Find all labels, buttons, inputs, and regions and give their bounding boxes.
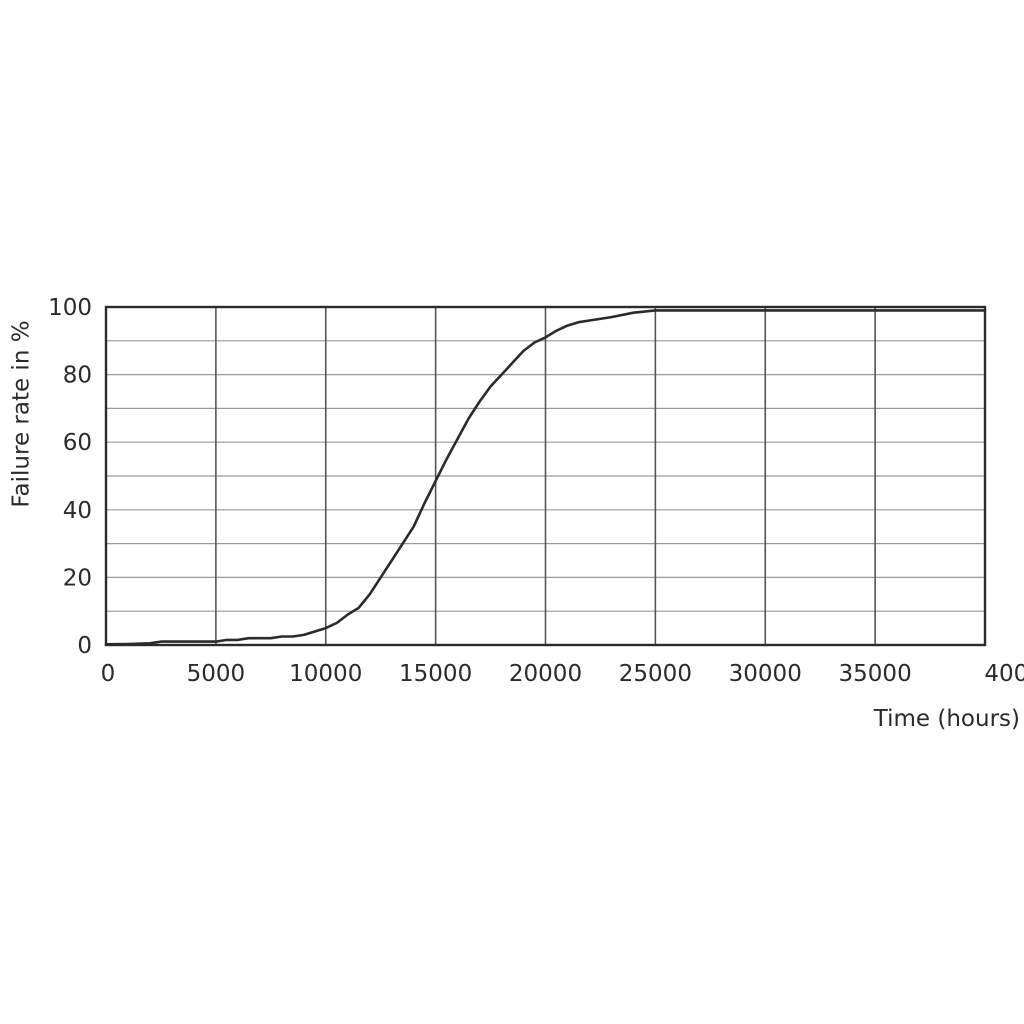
y-tick-label: 60: [63, 430, 92, 456]
y-tick-label: 20: [63, 565, 92, 591]
y-tick-label: 40: [63, 498, 92, 524]
y-tick-label: 100: [48, 295, 92, 321]
series-layer: [104, 309, 987, 646]
grid-lines: [106, 307, 985, 645]
x-tick-label: 30000: [729, 661, 802, 687]
x-tick-label: 25000: [619, 661, 692, 687]
tick-labels: 0 5000 10000 15000 20000 25000 30000 35000 40000…: [48, 295, 1024, 687]
y-tick-label: 0: [77, 633, 92, 659]
x-tick-label: 5000: [187, 661, 246, 687]
x-axis-title: Time (hours): [873, 706, 1020, 732]
x-tick-label: 40000: [984, 661, 1024, 687]
x-tick-label: 0: [101, 661, 116, 687]
y-tick-label: 80: [63, 363, 92, 389]
x-tick-label: 20000: [509, 661, 582, 687]
plot-frame: [104, 305, 987, 647]
x-tick-label: 35000: [839, 661, 912, 687]
x-tick-label: 15000: [399, 661, 472, 687]
x-tick-label: 10000: [289, 661, 362, 687]
series-line: [104, 309, 987, 646]
y-axis-title: Failure rate in %: [9, 320, 35, 507]
